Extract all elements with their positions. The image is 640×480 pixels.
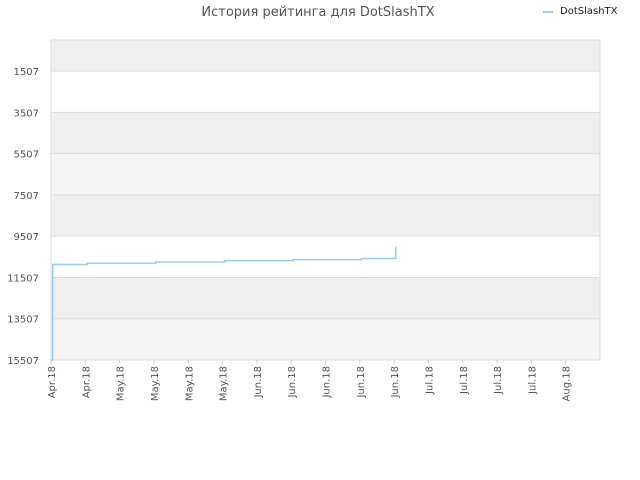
x-tick-label: Apr.18: [81, 366, 92, 398]
grid-band: [51, 71, 600, 113]
x-axis-ticks: Apr.18 Apr.18 May.18 May.18 May.18 May.18 Jun.…: [47, 360, 573, 401]
y-axis-ticks: 1507 3507 5507 7507 9507 11507 13507 15507: [7, 67, 39, 367]
series-line-dotslashtx: [51, 246, 397, 361]
y-tick-label: 9507: [14, 232, 39, 243]
y-tick-label: 5507: [14, 150, 39, 161]
x-tick-label: Jun.18: [356, 366, 367, 399]
x-tick-label: Apr.18: [47, 366, 58, 398]
x-tick-label: Aug.18: [562, 366, 573, 401]
y-tick-label: 13507: [7, 315, 39, 326]
grid-band: [51, 236, 600, 278]
y-tick-label: 11507: [7, 273, 39, 284]
y-tick-label: 3507: [14, 108, 39, 119]
grid-band: [51, 40, 600, 72]
y-tick-label: 15507: [7, 356, 39, 367]
chart-title: История рейтинга для DotSlashTX: [201, 5, 435, 20]
x-tick-label: Jul.18: [527, 366, 538, 395]
grid-band: [51, 112, 600, 154]
y-tick-label: 7507: [14, 191, 39, 202]
x-tick-label: Jun.18: [253, 366, 264, 399]
x-tick-label: Jul.18: [493, 366, 504, 395]
y-tick-label: 1507: [14, 67, 39, 78]
x-tick-label: May.18: [219, 366, 230, 401]
x-tick-label: May.18: [150, 366, 161, 401]
grid-band: [51, 194, 600, 237]
x-tick-label: May.18: [116, 366, 127, 401]
x-tick-label: May.18: [184, 366, 195, 401]
x-tick-label: Jul.18: [459, 366, 470, 395]
legend: DotSlashTX: [543, 6, 618, 17]
grid-bands: [51, 40, 600, 360]
x-tick-label: Jun.18: [390, 366, 401, 399]
grid-band: [51, 277, 600, 319]
legend-swatch: [543, 10, 553, 13]
legend-label: DotSlashTX: [560, 6, 618, 17]
grid-band: [51, 153, 600, 195]
series-layer: [51, 246, 397, 361]
x-tick-label: Jul.18: [424, 366, 435, 395]
x-tick-label: Jun.18: [322, 366, 333, 399]
grid-band: [51, 318, 600, 360]
x-tick-label: Jun.18: [287, 366, 298, 399]
